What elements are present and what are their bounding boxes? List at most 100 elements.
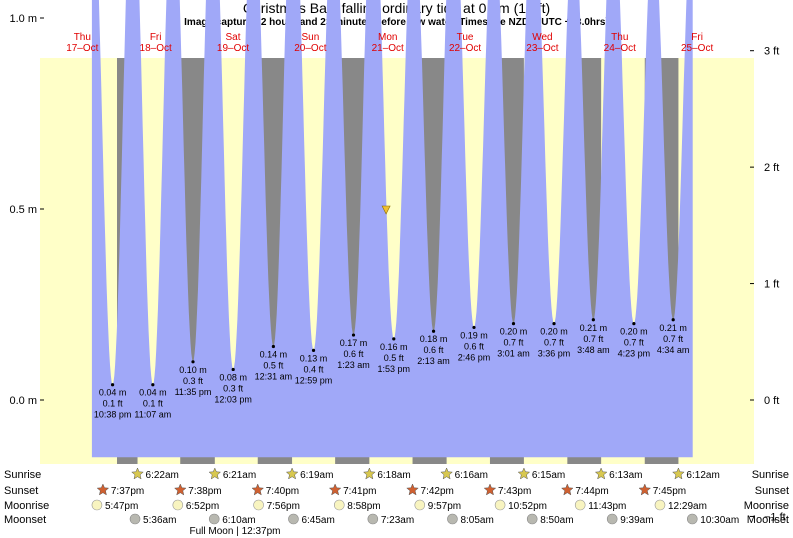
sunrise-icon xyxy=(285,467,299,480)
low-tide-m-1: 0.04 m xyxy=(99,388,127,398)
row-label-left-moonrise: Moonrise xyxy=(4,500,49,512)
low-tide-m-15: 0.16 m xyxy=(380,342,408,352)
day-label-date-4: 21–Oct xyxy=(372,43,404,54)
day-label-dow-2: Sat xyxy=(226,32,241,43)
low-tide-m-23: 0.20 m xyxy=(540,327,568,337)
low-tide-time-13: 1:23 am xyxy=(337,360,370,370)
row-label-right-moonrise: Moonrise xyxy=(744,500,789,512)
sunrise-time-1: 6:21am xyxy=(223,470,256,481)
low-tide-ft-25: 0.7 ft xyxy=(583,334,604,344)
sunrise-icon xyxy=(594,467,608,480)
moonrise-time-1: 6:52pm xyxy=(186,501,219,512)
day-label-date-1: 18–Oct xyxy=(140,43,172,54)
moonrise-time-0: 5:47pm xyxy=(105,501,138,512)
low-tide-time-23: 3:36 pm xyxy=(538,349,571,359)
day-label-dow-8: Fri xyxy=(691,32,703,43)
low-tide-time-3: 11:07 am xyxy=(134,410,171,420)
low-tide-dot-27 xyxy=(632,322,636,326)
day-label-date-7: 24–Oct xyxy=(604,43,636,54)
low-tide-m-25: 0.21 m xyxy=(580,323,608,333)
moonset-icon xyxy=(686,513,698,525)
day-label-dow-4: Mon xyxy=(378,32,397,43)
low-tide-m-19: 0.19 m xyxy=(460,330,488,340)
sunrise-time-0: 6:22am xyxy=(146,470,179,481)
moonset-time-4: 8:05am xyxy=(460,515,493,526)
left-tick-label-2: 0.5 m xyxy=(9,204,37,216)
moonrise-time-7: 12:29am xyxy=(668,501,707,512)
chart-title: Christmas Bay: falling ordinary tide at … xyxy=(242,0,551,16)
moonrise-icon xyxy=(574,499,586,511)
moonrise-icon xyxy=(172,499,184,511)
low-tide-time-11: 12:59 pm xyxy=(295,375,333,385)
row-label-right-sunrise: Sunrise xyxy=(752,469,789,481)
moonrise-icon xyxy=(253,499,264,511)
moonrise-icon xyxy=(333,499,345,511)
low-tide-time-21: 3:01 am xyxy=(497,349,530,359)
moonrise-icon xyxy=(91,499,103,511)
low-tide-m-27: 0.20 m xyxy=(620,327,648,337)
sunset-time-7: 7:45pm xyxy=(653,486,686,497)
sunrise-time-6: 6:13am xyxy=(609,470,642,481)
low-tide-dot-15 xyxy=(392,337,396,341)
low-tide-ft-15: 0.5 ft xyxy=(384,353,405,363)
low-tide-time-27: 4:23 pm xyxy=(618,349,651,359)
low-tide-dot-25 xyxy=(591,318,595,322)
low-tide-time-25: 3:48 am xyxy=(577,345,610,355)
moonset-icon xyxy=(526,513,538,525)
sunset-time-3: 7:41pm xyxy=(343,486,376,497)
day-label-date-3: 20–Oct xyxy=(294,43,326,54)
sunset-icon xyxy=(251,483,265,496)
sunset-time-0: 7:37pm xyxy=(111,486,144,497)
low-tide-ft-5: 0.3 ft xyxy=(183,376,204,386)
sunrise-icon xyxy=(440,467,453,480)
moonset-icon xyxy=(129,513,141,525)
sunrise-time-4: 6:16am xyxy=(455,470,488,481)
moonrise-time-6: 11:43pm xyxy=(588,501,626,512)
low-tide-ft-17: 0.6 ft xyxy=(424,345,445,355)
low-tide-dot-3 xyxy=(151,383,155,387)
low-tide-dot-21 xyxy=(511,322,516,326)
low-tide-dot-13 xyxy=(351,333,356,337)
low-tide-ft-1: 0.1 ft xyxy=(103,399,124,409)
sunset-icon xyxy=(96,483,110,496)
left-tick-label-1: 1.0 m xyxy=(9,13,37,25)
sunset-icon xyxy=(560,483,574,496)
low-tide-time-15: 1:53 pm xyxy=(378,364,411,374)
low-tide-ft-29: 0.7 ft xyxy=(663,334,684,344)
low-tide-dot-1 xyxy=(110,383,115,387)
low-tide-dot-9 xyxy=(271,344,275,349)
sunset-time-1: 7:38pm xyxy=(188,486,221,497)
low-tide-m-17: 0.18 m xyxy=(420,334,448,344)
moonrise-time-5: 10:52pm xyxy=(508,501,547,512)
sunset-time-6: 7:44pm xyxy=(575,486,608,497)
day-label-date-2: 19–Oct xyxy=(217,43,249,54)
low-tide-ft-7: 0.3 ft xyxy=(223,383,244,393)
sunrise-icon xyxy=(517,467,531,480)
low-tide-dot-5 xyxy=(191,360,195,364)
moonrise-time-2: 7:56pm xyxy=(267,501,300,512)
low-tide-m-29: 0.21 m xyxy=(659,323,687,333)
row-label-left-moonset: Moonset xyxy=(4,514,46,526)
low-tide-ft-21: 0.7 ft xyxy=(503,338,524,348)
low-tide-ft-9: 0.5 ft xyxy=(263,361,284,371)
day-label-dow-1: Fri xyxy=(150,32,162,43)
moonset-time-0: 5:36am xyxy=(143,515,176,526)
sunrise-time-2: 6:19am xyxy=(300,470,333,481)
moonset-icon xyxy=(288,513,299,525)
sunset-time-2: 7:40pm xyxy=(266,486,299,497)
day-label-dow-5: Tue xyxy=(457,32,474,43)
moonset-icon xyxy=(606,513,618,525)
tide-area xyxy=(91,0,693,458)
low-tide-m-13: 0.17 m xyxy=(340,338,368,348)
moonrise-time-3: 8:58pm xyxy=(347,501,380,512)
low-tide-ft-23: 0.7 ft xyxy=(544,338,565,348)
sunset-time-4: 7:42pm xyxy=(421,486,454,497)
row-label-left-sunset: Sunset xyxy=(4,485,38,497)
low-tide-m-7: 0.08 m xyxy=(219,372,247,382)
sunrise-icon xyxy=(672,467,685,480)
sunrise-time-7: 6:12am xyxy=(686,470,719,481)
tide-curve xyxy=(91,0,693,458)
moonset-icon xyxy=(367,513,379,525)
axes: Thu17–OctFri18–OctSat19–OctSun20–OctMon2… xyxy=(9,13,785,523)
right-tick-label-4: 1 ft xyxy=(764,279,779,291)
